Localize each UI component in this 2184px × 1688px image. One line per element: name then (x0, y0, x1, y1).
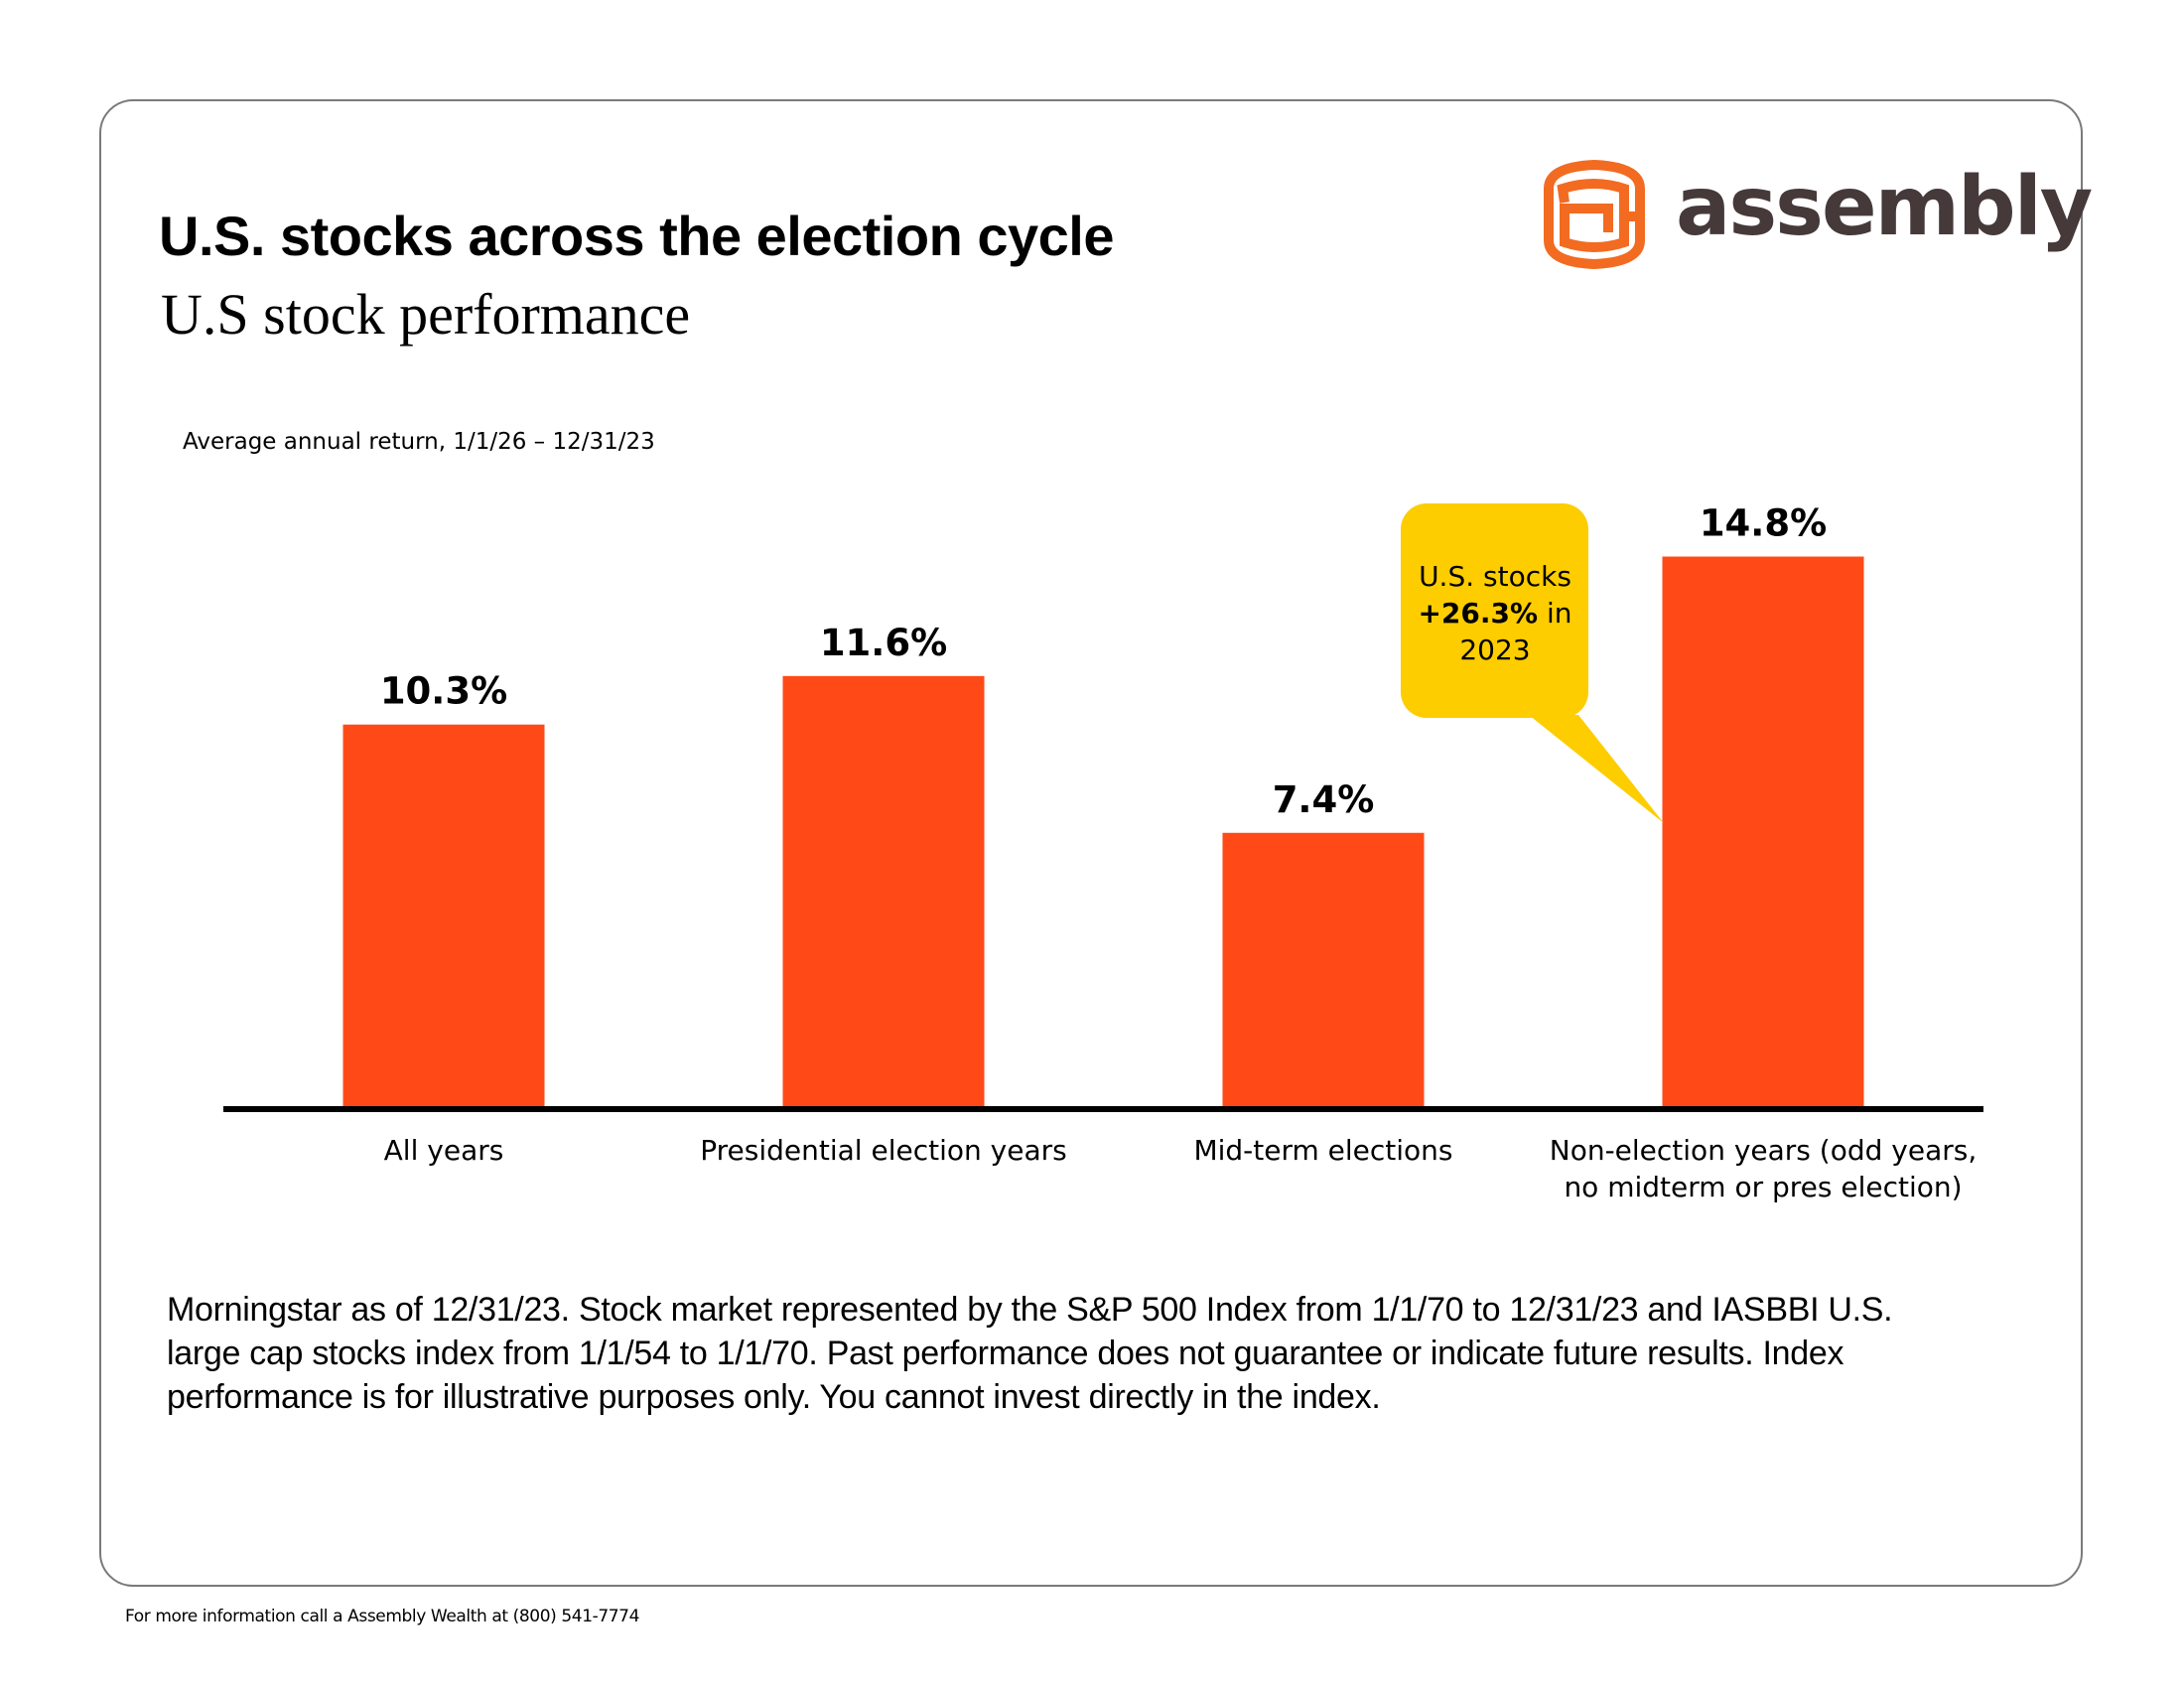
data-label: 11.6% (820, 622, 947, 664)
x-tick-label: no midterm or pres election) (1564, 1171, 1962, 1203)
x-tick-label: All years (384, 1134, 504, 1167)
callout-box (1401, 503, 1588, 718)
footnote: Morningstar as of 12/31/23. Stock market… (167, 1291, 1893, 1416)
callout-text: U.S. stocks (1419, 560, 1571, 593)
page-title: U.S. stocks across the election cycle (159, 205, 1114, 267)
bar (342, 724, 545, 1109)
bar (1662, 556, 1864, 1109)
x-axis-line (223, 1106, 1983, 1112)
x-tick-label: Presidential election years (700, 1134, 1066, 1167)
page-subtitle: U.S stock performance (161, 282, 691, 347)
assembly-logo-icon (1544, 159, 1645, 270)
content-card (99, 99, 2083, 1587)
callout-pointer (1529, 715, 1664, 823)
x-tick-label: Mid-term elections (1193, 1134, 1452, 1167)
bar (1222, 832, 1425, 1109)
data-label: 14.8% (1700, 502, 1827, 545)
brand-logo: assembly (1539, 159, 2093, 270)
data-label: 7.4% (1273, 778, 1375, 821)
bar (782, 675, 985, 1109)
data-label: 10.3% (380, 670, 507, 713)
contact-info: For more information call a Assembly Wea… (125, 1607, 640, 1626)
callout-text: 2023 (1459, 633, 1530, 666)
brand-name: assembly (1676, 160, 2093, 254)
x-tick-label: Non-election years (odd years, (1550, 1134, 1978, 1167)
callout-text: +26.3% in (1418, 597, 1571, 630)
y-axis-label: Average annual return, 1/1/26 – 12/31/23 (183, 429, 655, 455)
